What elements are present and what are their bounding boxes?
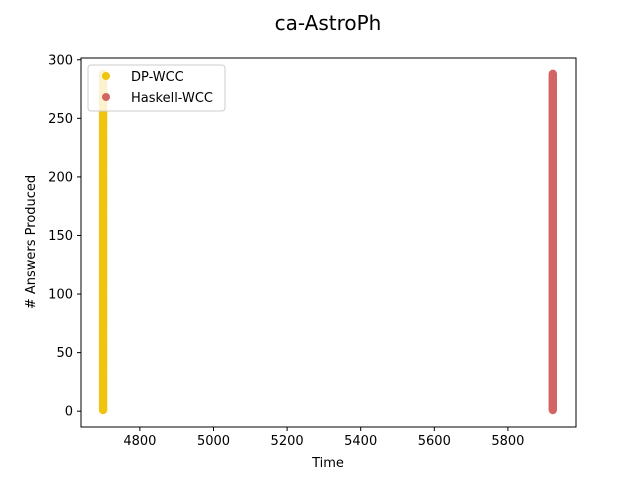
chart-title: ca-AstroPh bbox=[275, 11, 382, 35]
x-tick-label: 5200 bbox=[271, 434, 304, 449]
y-tick-label: 50 bbox=[56, 346, 73, 361]
x-axis: 4800 5000 5200 5400 5600 5800 bbox=[123, 427, 524, 449]
y-axis-label: # Answers Produced bbox=[24, 175, 39, 309]
y-axis: 0 50 100 150 200 250 300 bbox=[48, 53, 81, 420]
y-tick-label: 250 bbox=[48, 112, 73, 127]
legend-label-haskell-wcc: Haskell-WCC bbox=[131, 91, 213, 106]
x-tick-label: 5400 bbox=[344, 434, 377, 449]
y-tick-label: 0 bbox=[65, 405, 73, 420]
x-tick-label: 5800 bbox=[491, 434, 524, 449]
plot-frame bbox=[80, 57, 577, 428]
legend-marker-dp-wcc bbox=[102, 72, 110, 80]
y-tick-label: 150 bbox=[48, 229, 73, 244]
y-tick-label: 300 bbox=[48, 53, 73, 68]
x-tick-label: 5000 bbox=[197, 434, 230, 449]
series-haskell-wcc bbox=[548, 69, 558, 415]
x-tick-label: 5600 bbox=[418, 434, 451, 449]
x-tick-label: 4800 bbox=[123, 434, 156, 449]
legend: DP-WCC Haskell-WCC bbox=[87, 64, 226, 112]
legend-box bbox=[87, 64, 226, 112]
series-dp-wcc bbox=[98, 69, 108, 415]
y-tick-label: 100 bbox=[48, 288, 73, 303]
y-tick-label: 200 bbox=[48, 170, 73, 185]
legend-label-dp-wcc: DP-WCC bbox=[131, 70, 184, 85]
x-axis-label: Time bbox=[311, 456, 344, 471]
legend-marker-haskell-wcc bbox=[102, 93, 110, 101]
data-point bbox=[548, 69, 558, 79]
